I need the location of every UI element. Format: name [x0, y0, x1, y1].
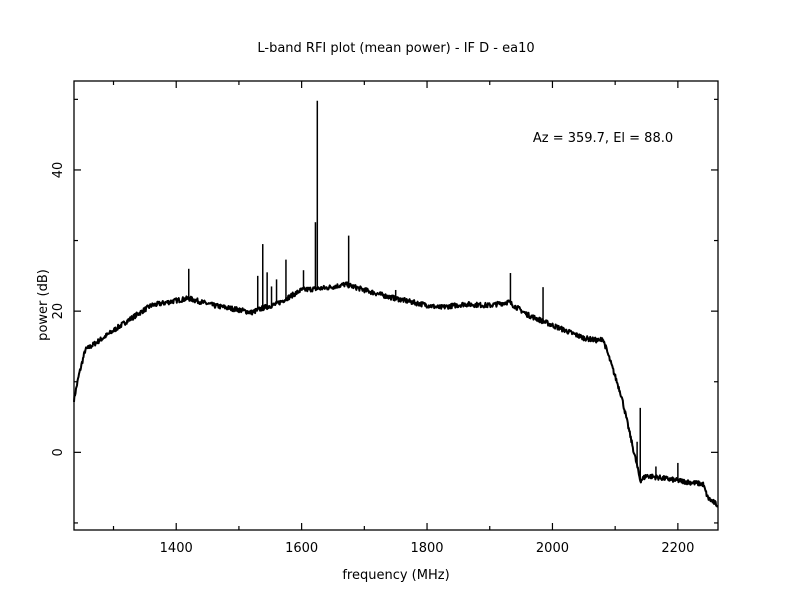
x-tick-label: 2000: [536, 541, 569, 556]
chart-annotation: Az = 359.7, El = 88.0: [533, 131, 673, 146]
y-axis-label: power (dB): [36, 269, 51, 341]
power-trace: [73, 281, 719, 508]
y-tick-label: 40: [51, 162, 66, 179]
y-tick-label: 0: [51, 448, 66, 456]
x-tick-label: 1400: [160, 541, 193, 556]
tick-labels: 1400 1600 1800 2000 2200 0 20 40: [51, 162, 694, 556]
chart-title: L-band RFI plot (mean power) - IF D - ea…: [257, 41, 534, 56]
x-tick-label: 2200: [661, 541, 694, 556]
axis-ticks: [74, 81, 718, 530]
y-tick-label: 20: [51, 303, 66, 320]
x-axis-label: frequency (MHz): [342, 568, 449, 583]
x-tick-label: 1800: [410, 541, 443, 556]
plot-frame: [73, 80, 719, 531]
x-tick-label: 1600: [285, 541, 318, 556]
rfi-spikes: [188, 100, 679, 481]
